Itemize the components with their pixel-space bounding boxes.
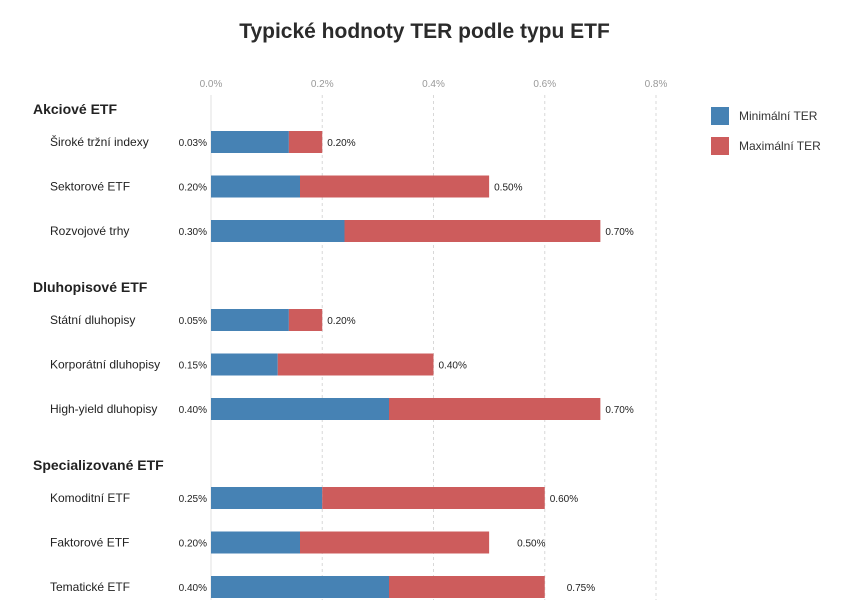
category-label: Korporátní dluhopisy <box>50 358 160 372</box>
value-label-max: 0.20% <box>327 316 355 327</box>
bar-max <box>389 398 601 420</box>
group-header: Dluhopisové ETF <box>33 279 148 295</box>
value-label-min: 0.03% <box>179 138 207 149</box>
bar-min <box>211 309 289 331</box>
x-tick-label: 0.8% <box>645 79 668 90</box>
bar-max <box>322 487 545 509</box>
bar-min <box>211 576 389 598</box>
bar-max <box>389 576 545 598</box>
bar-max <box>288 309 323 331</box>
x-tick-label: 0.2% <box>311 79 334 90</box>
value-label-min: 0.30% <box>179 227 207 238</box>
category-label: High-yield dluhopisy <box>50 402 157 416</box>
bar-max <box>277 353 434 376</box>
value-label-max: 0.20% <box>327 138 355 149</box>
legend: Minimální TER Maximální TER <box>711 106 821 166</box>
bar-min <box>211 353 278 376</box>
bar-max <box>344 220 601 242</box>
bar-min <box>211 131 289 153</box>
value-label-max: 0.60% <box>550 494 578 505</box>
value-label-min: 0.25% <box>179 494 207 505</box>
value-label-min: 0.40% <box>179 405 207 416</box>
category-label: Sektorové ETF <box>50 180 130 194</box>
bar-min <box>211 175 300 198</box>
legend-label-max: Maximální TER <box>739 139 821 153</box>
value-label-min: 0.05% <box>179 316 207 327</box>
value-label-min: 0.15% <box>179 361 207 372</box>
x-tick-label: 0.6% <box>533 79 556 90</box>
bar-min <box>211 398 389 420</box>
category-label: Státní dluhopisy <box>50 313 135 327</box>
category-label: Tematické ETF <box>50 580 130 594</box>
value-label-max: 0.50% <box>517 539 545 550</box>
bar-max <box>300 531 490 554</box>
value-label-max: 0.75% <box>567 583 595 594</box>
bar-max <box>288 131 323 153</box>
x-tick-label: 0.0% <box>200 79 223 90</box>
bar-min <box>211 531 300 554</box>
bar-min <box>211 220 345 242</box>
category-label: Komoditní ETF <box>50 491 130 505</box>
legend-item-min[interactable]: Minimální TER <box>711 106 821 126</box>
group-header: Specializované ETF <box>33 457 164 473</box>
chart-title: Typické hodnoty TER podle typu ETF <box>239 20 610 43</box>
legend-label-min: Minimální TER <box>739 109 818 123</box>
category-label: Rozvojové trhy <box>50 224 129 238</box>
value-label-max: 0.70% <box>605 405 633 416</box>
value-label-max: 0.40% <box>439 361 467 372</box>
group-header: Akciové ETF <box>33 101 117 117</box>
x-tick-label: 0.4% <box>422 79 445 90</box>
category-label: Faktorové ETF <box>50 536 129 550</box>
bar-max <box>300 175 490 198</box>
value-label-min: 0.20% <box>179 183 207 194</box>
category-label: Široké tržní indexy <box>50 134 149 149</box>
value-label-min: 0.20% <box>179 539 207 550</box>
value-label-max: 0.70% <box>605 227 633 238</box>
bar-min <box>211 487 323 509</box>
legend-swatch-min <box>711 107 729 125</box>
value-label-min: 0.40% <box>179 583 207 594</box>
legend-item-max[interactable]: Maximální TER <box>711 136 821 156</box>
value-label-max: 0.50% <box>494 183 522 194</box>
legend-swatch-max <box>711 137 729 155</box>
